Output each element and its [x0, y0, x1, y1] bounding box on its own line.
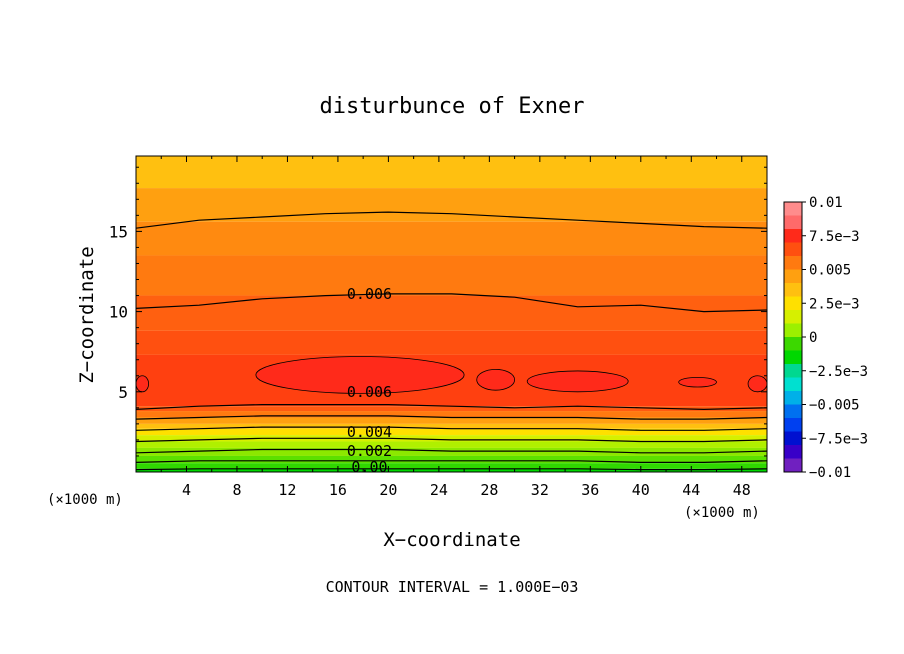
colorbar-segment [784, 202, 802, 216]
colorbar-label: 2.5e−3 [809, 296, 860, 312]
colorbar-segment [784, 337, 802, 351]
contour-band [136, 221, 767, 256]
x-tick-label: 12 [278, 481, 296, 499]
colorbar-label: 0 [809, 330, 817, 346]
contour-band [136, 468, 767, 472]
colorbar-segment [784, 215, 802, 230]
y-tick-label: 10 [109, 303, 128, 322]
colorbar: 0.01 7.5e−3 0.005 2.5e−3 0 −2.5e−3 −0.005 −7.5e… [783, 195, 868, 481]
contour-label: 0.006 [347, 383, 392, 401]
contour-band [136, 156, 767, 189]
colorbar-segment [784, 350, 802, 365]
x-tick-label: 24 [430, 481, 448, 499]
colorbar-label: −7.5e−3 [809, 431, 868, 447]
x-tick-label: 16 [329, 481, 347, 499]
x-tick-label: 4 [182, 481, 191, 499]
colorbar-segment [784, 310, 802, 324]
contour-band [136, 423, 767, 429]
colorbar-label: −0.005 [809, 398, 860, 414]
contour-band [136, 330, 767, 355]
colorbar-label: 0.01 [809, 195, 843, 211]
max-cell-contour [476, 368, 516, 391]
y-ticks: 5 10 15 [109, 166, 767, 457]
x-tick-label: 20 [379, 481, 397, 499]
colorbar-segment [784, 458, 802, 473]
y-tick-label: 5 [118, 383, 128, 402]
contour-line [135, 437, 768, 443]
contour-band [136, 295, 767, 331]
contour-label: 0.002 [347, 442, 392, 460]
contour-label: 0.00 [351, 458, 387, 476]
contour-band [136, 463, 767, 469]
colorbar-segment [784, 323, 802, 338]
colorbar-segment [784, 404, 802, 419]
max-cell-contour [255, 356, 465, 394]
x-tick-label: 40 [632, 481, 650, 499]
contour-band [136, 188, 767, 222]
x-tick-label: 48 [733, 481, 751, 499]
colorbar-segment [784, 418, 802, 432]
contour-band [136, 406, 767, 412]
max-cell-contour [135, 375, 150, 393]
contour-band [136, 435, 767, 442]
x-unit-left: (×1000 m) [47, 492, 123, 508]
contour-label: 0.004 [347, 423, 392, 441]
colorbar-segment [784, 283, 802, 297]
contour-line [135, 468, 768, 471]
colorbar-segment [784, 445, 802, 459]
contour-line [135, 211, 768, 229]
contour-label: 0.006 [347, 285, 392, 303]
colorbar-segment [784, 256, 802, 270]
colorbar-label: −0.01 [809, 465, 851, 481]
x-axis-label: X−coordinate [383, 529, 520, 551]
colorbar-label: 0.005 [809, 263, 851, 279]
x-tick-label: 44 [682, 481, 700, 499]
plot-frame [135, 155, 768, 473]
chart-title: disturbunce of Exner [320, 94, 585, 119]
colorbar-label: −2.5e−3 [809, 364, 868, 380]
contour-bands [136, 156, 767, 472]
contour-line [135, 426, 768, 431]
contour-line [135, 460, 768, 463]
contour-band [136, 455, 767, 464]
colorbar-segment [784, 242, 802, 257]
colorbar-segment [784, 377, 802, 392]
contour-line [135, 448, 768, 454]
x-ticks: 4 8 12 16 20 24 28 32 36 40 44 48 [160, 156, 751, 499]
contour-lines [135, 211, 768, 471]
colorbar-segment [784, 391, 802, 405]
max-cell-contour [678, 376, 717, 388]
x-tick-label: 32 [531, 481, 549, 499]
contour-band [136, 441, 767, 448]
y-axis-label: Z−coordinate [76, 246, 98, 383]
contour-band [136, 428, 767, 436]
colorbar-label: 7.5e−3 [809, 229, 860, 245]
contour-line [135, 293, 768, 313]
max-cells [135, 356, 768, 394]
contour-interval-note: CONTOUR INTERVAL = 1.000E−03 [326, 578, 579, 596]
colorbar-segment [784, 431, 802, 446]
contour-band [136, 417, 767, 424]
colorbar-segment [784, 269, 802, 284]
colorbar-segment [784, 364, 802, 378]
x-tick-label: 28 [480, 481, 498, 499]
x-unit-right: (×1000 m) [684, 505, 760, 521]
max-cell-contour [526, 370, 629, 393]
y-tick-label: 15 [109, 222, 128, 241]
contour-line [135, 415, 768, 420]
contour-line [135, 404, 768, 411]
contour-band [136, 255, 767, 296]
x-tick-label: 36 [581, 481, 599, 499]
max-cell-contour [747, 375, 768, 393]
colorbar-segment [784, 229, 802, 243]
colorbar-segment [784, 296, 802, 311]
x-tick-label: 8 [232, 481, 241, 499]
contour-band [136, 411, 767, 418]
contour-band [136, 447, 767, 456]
